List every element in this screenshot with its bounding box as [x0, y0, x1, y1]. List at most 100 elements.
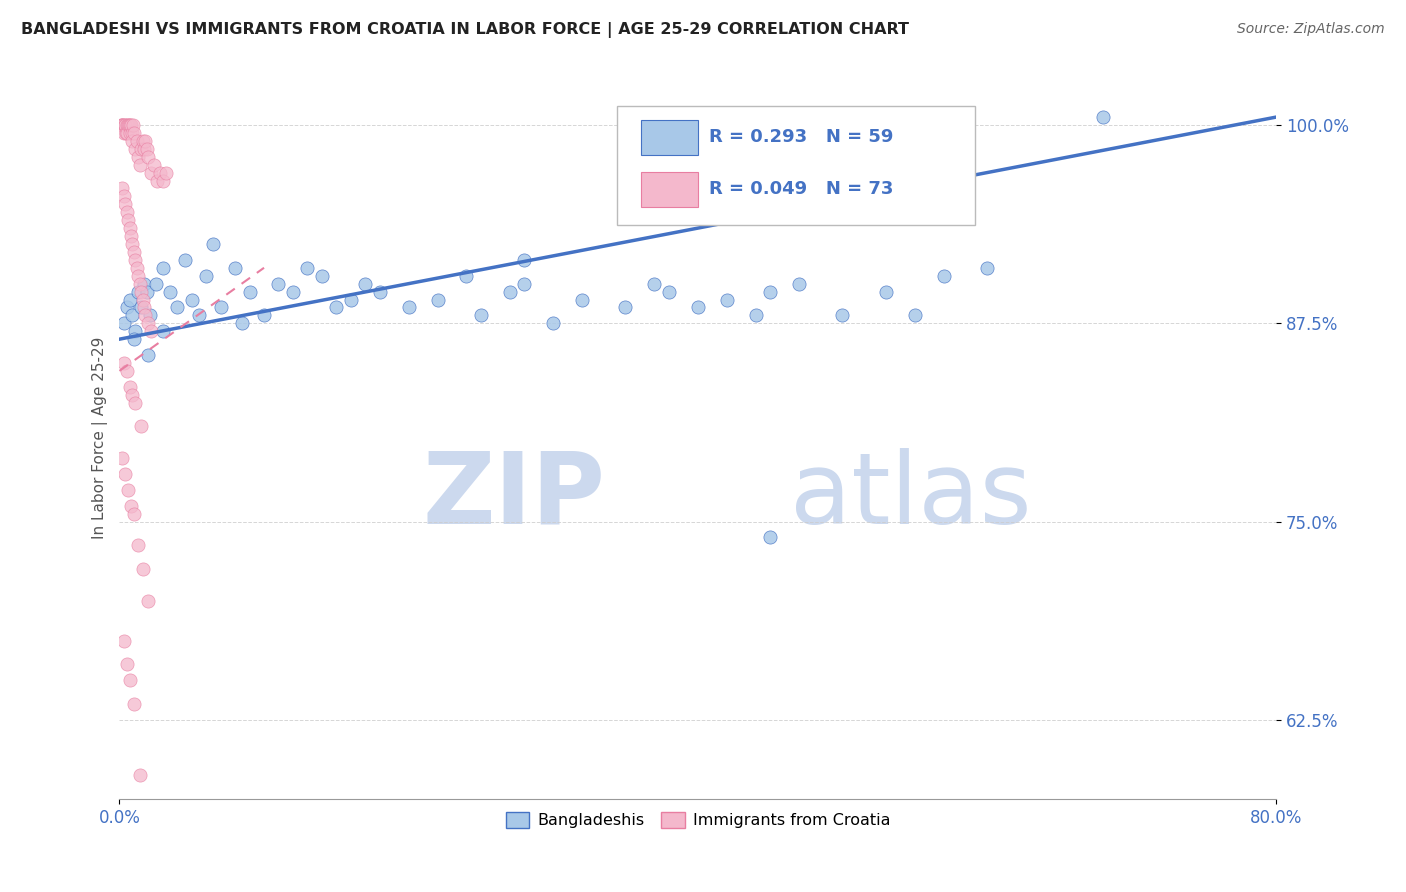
Point	[152, 173, 174, 187]
Point	[125, 134, 148, 148]
Point	[115, 126, 138, 140]
Point	[114, 197, 136, 211]
Point	[118, 293, 141, 307]
Point	[831, 309, 853, 323]
Point	[173, 252, 195, 267]
Text: ZIP: ZIP	[422, 448, 605, 544]
Point	[118, 118, 141, 132]
Point	[159, 285, 181, 299]
Point	[112, 126, 135, 140]
Point	[121, 387, 143, 401]
Point	[224, 260, 246, 275]
Point	[122, 244, 145, 259]
Point	[470, 309, 492, 323]
Text: R = 0.049   N = 73: R = 0.049 N = 73	[710, 180, 894, 198]
Point	[118, 673, 141, 688]
Point	[110, 118, 132, 132]
Point	[115, 205, 138, 219]
Point	[152, 324, 174, 338]
Point	[129, 142, 152, 156]
Text: atlas: atlas	[790, 448, 1032, 544]
Point	[124, 142, 146, 156]
FancyBboxPatch shape	[641, 172, 697, 207]
Point	[141, 166, 163, 180]
Point	[115, 118, 138, 132]
Point	[127, 538, 149, 552]
Point	[112, 316, 135, 330]
Point	[143, 158, 166, 172]
Point	[180, 293, 202, 307]
Point	[118, 221, 141, 235]
Point	[267, 277, 290, 291]
Point	[121, 309, 143, 323]
Point	[120, 118, 142, 132]
Point	[368, 285, 391, 299]
Point	[129, 301, 152, 315]
Point	[118, 126, 141, 140]
Point	[132, 301, 155, 315]
Point	[138, 594, 160, 608]
Point	[138, 316, 160, 330]
Point	[238, 285, 260, 299]
Point	[134, 309, 156, 323]
Point	[122, 118, 145, 132]
Legend: Bangladeshis, Immigrants from Croatia: Bangladeshis, Immigrants from Croatia	[499, 805, 897, 835]
Point	[195, 268, 218, 283]
Point	[122, 697, 145, 711]
Text: Source: ZipAtlas.com: Source: ZipAtlas.com	[1237, 22, 1385, 37]
Point	[787, 277, 810, 291]
Point	[117, 118, 139, 132]
Point	[146, 173, 169, 187]
Point	[121, 126, 143, 140]
Point	[122, 126, 145, 140]
Point	[112, 118, 135, 132]
Point	[139, 309, 162, 323]
Point	[202, 237, 225, 252]
Point	[297, 260, 319, 275]
Point	[112, 633, 135, 648]
Point	[117, 483, 139, 497]
Point	[120, 499, 142, 513]
Point	[114, 118, 136, 132]
Point	[759, 531, 782, 545]
Point	[904, 309, 927, 323]
Point	[129, 419, 152, 434]
Point	[111, 181, 134, 195]
Point	[231, 316, 253, 330]
Point	[124, 252, 146, 267]
Point	[354, 277, 377, 291]
Point	[128, 158, 150, 172]
Text: R = 0.293   N = 59: R = 0.293 N = 59	[710, 128, 894, 146]
Point	[209, 301, 232, 315]
Point	[1091, 110, 1114, 124]
Point	[111, 451, 134, 466]
Point	[131, 293, 153, 307]
Point	[132, 142, 155, 156]
Point	[121, 237, 143, 252]
Text: BANGLADESHI VS IMMIGRANTS FROM CROATIA IN LABOR FORCE | AGE 25-29 CORRELATION CH: BANGLADESHI VS IMMIGRANTS FROM CROATIA I…	[21, 22, 910, 38]
Point	[125, 260, 148, 275]
Point	[138, 150, 160, 164]
Point	[541, 316, 564, 330]
Point	[513, 252, 536, 267]
Point	[111, 118, 134, 132]
Point	[135, 142, 157, 156]
Point	[128, 768, 150, 782]
Y-axis label: In Labor Force | Age 25-29: In Labor Force | Age 25-29	[93, 337, 108, 540]
Point	[112, 356, 135, 370]
Point	[115, 301, 138, 315]
Point	[658, 285, 681, 299]
Point	[117, 126, 139, 140]
Point	[759, 285, 782, 299]
Point	[155, 166, 177, 180]
Point	[311, 268, 333, 283]
Point	[132, 277, 155, 291]
Point	[716, 293, 738, 307]
Point	[114, 118, 136, 132]
Point	[131, 134, 153, 148]
Point	[426, 293, 449, 307]
Point	[115, 657, 138, 672]
Point	[325, 301, 347, 315]
Point	[117, 213, 139, 227]
Point	[120, 118, 142, 132]
